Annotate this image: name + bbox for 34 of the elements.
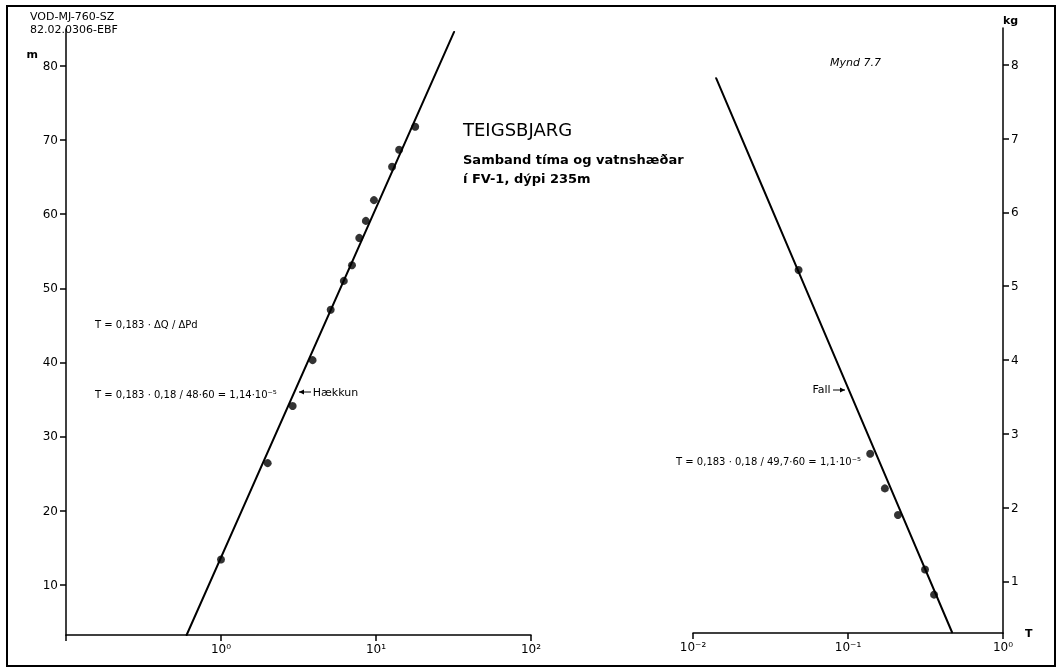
y-tick-label: 4: [1011, 353, 1019, 368]
y-tick-label: 7: [1011, 131, 1019, 146]
y-tick-label: 1: [1011, 574, 1019, 589]
annotation: VOD-MJ-760-SZ 82.02.0306-EBF: [30, 10, 118, 36]
y-tick-label: 3: [1011, 426, 1019, 441]
x-tick-label: 10⁰: [210, 642, 232, 656]
annotation: T = 0,183 · 0,18 / 48·60 = 1,14·10⁻⁵: [94, 389, 277, 400]
y-tick-label: 70: [42, 133, 58, 148]
x-tick-label: 10¹: [365, 642, 387, 656]
y-tick-label: 10: [42, 577, 58, 592]
y-tick-label: 6: [1011, 205, 1019, 220]
y-tick-label: 60: [42, 207, 58, 222]
x-tick-label: 10²: [520, 642, 542, 656]
y-tick-label: 20: [42, 503, 58, 518]
x-tick-label: 10⁻²: [679, 640, 707, 654]
y-axis-title: m: [26, 48, 38, 62]
y-tick-label: 40: [42, 355, 58, 370]
text: Samband tíma og vatnshæðar í FV-1, dýpi 235m: [463, 152, 685, 186]
x-axis-title: T: [1025, 626, 1033, 640]
y-tick-label: 80: [42, 59, 58, 74]
y-tick-label: 2: [1011, 500, 1019, 515]
annotation: T = 0,183 · ΔQ / ΔPd: [94, 319, 198, 330]
annotation: Hækkun: [312, 385, 359, 399]
annotation: Fall: [812, 383, 831, 397]
y-axis-title: kg: [1003, 14, 1019, 27]
text: TEIGSBJARG: [462, 118, 573, 140]
x-tick-label: 10⁰: [992, 640, 1014, 654]
y-tick-label: 5: [1011, 279, 1019, 294]
annotation: Mynd 7.7: [830, 56, 881, 69]
y-tick-label: 8: [1011, 57, 1019, 72]
x-tick-label: 10⁻¹: [834, 640, 862, 654]
y-tick-label: 30: [42, 429, 58, 444]
annotation: T = 0,183 · 0,18 / 49,7·60 = 1,1·10⁻⁵: [675, 456, 861, 467]
y-tick-label: 50: [42, 281, 58, 296]
